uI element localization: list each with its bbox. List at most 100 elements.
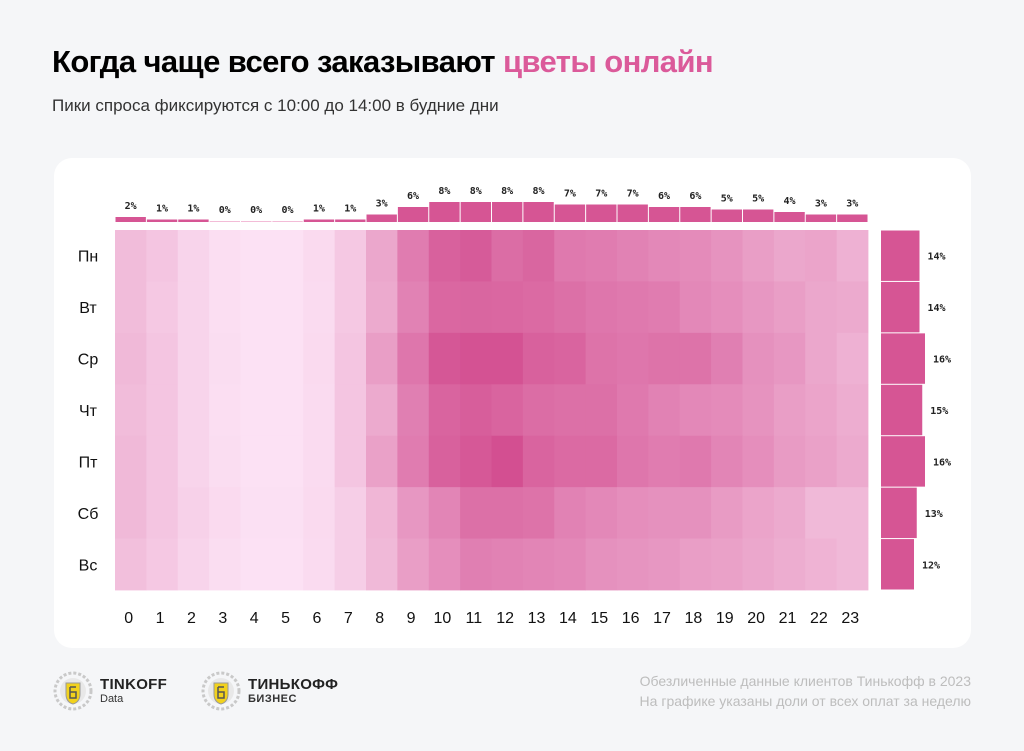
heatmap-cell bbox=[334, 487, 367, 539]
heatmap-cell bbox=[522, 281, 555, 334]
hourly-bar-label: 8% bbox=[438, 186, 450, 197]
heatmap-cell bbox=[209, 281, 241, 334]
heatmap-cell bbox=[648, 281, 681, 334]
heatmap-cell bbox=[742, 487, 775, 539]
heatmap-cell bbox=[460, 230, 492, 282]
heatmap-cell bbox=[428, 435, 461, 488]
heatmap-cell bbox=[460, 435, 492, 488]
heatmap-cell bbox=[303, 384, 336, 437]
heatmap-cell bbox=[679, 230, 712, 282]
heatmap-cell bbox=[522, 435, 555, 488]
daily-bar bbox=[881, 333, 925, 384]
daily-bar bbox=[881, 230, 920, 281]
heatmap-cell bbox=[773, 538, 806, 591]
column-label: 10 bbox=[434, 610, 452, 627]
heatmap-cell bbox=[115, 538, 147, 591]
heatmap-cell bbox=[585, 538, 618, 591]
hourly-bar-label: 5% bbox=[721, 194, 733, 205]
heatmap-cell bbox=[397, 230, 430, 282]
heatmap-cell bbox=[146, 281, 179, 334]
heatmap-cell bbox=[742, 384, 775, 437]
heatmap-cell bbox=[711, 384, 743, 437]
column-label: 23 bbox=[841, 610, 859, 627]
hourly-bar bbox=[774, 212, 805, 222]
hourly-bar bbox=[492, 202, 523, 222]
heatmap-cell bbox=[397, 435, 430, 488]
heatmap-cell bbox=[271, 281, 304, 334]
heatmap-cell bbox=[209, 230, 241, 282]
heatmap-cell bbox=[648, 332, 681, 385]
heatmap-cell bbox=[460, 487, 492, 539]
heatmap-cell bbox=[491, 538, 524, 591]
heatmap-cell bbox=[303, 332, 336, 385]
row-label: Чт bbox=[79, 403, 98, 420]
column-label: 11 bbox=[466, 610, 483, 627]
heatmap-cell bbox=[334, 538, 367, 591]
heatmap-cell bbox=[303, 538, 336, 591]
heatmap-cell bbox=[460, 332, 492, 385]
heatmap-cell bbox=[240, 384, 273, 437]
daily-bar-label: 15% bbox=[930, 406, 948, 417]
hourly-bar-label: 7% bbox=[564, 189, 576, 200]
hourly-bar bbox=[837, 214, 868, 222]
heatmap-cell bbox=[115, 332, 147, 385]
heatmap-cell bbox=[366, 332, 398, 385]
column-label: 20 bbox=[747, 610, 765, 627]
row-label: Ср bbox=[78, 352, 99, 369]
hourly-bar bbox=[146, 219, 178, 222]
heatmap-cell bbox=[428, 281, 461, 334]
heatmap-cell bbox=[585, 230, 618, 282]
column-label: 16 bbox=[622, 610, 640, 627]
heatmap-cell bbox=[836, 332, 869, 385]
daily-bar-label: 16% bbox=[933, 457, 951, 468]
row-label: Пт bbox=[79, 454, 99, 471]
heatmap-cell bbox=[805, 332, 838, 385]
heatmap-cell bbox=[491, 435, 524, 488]
hourly-bar-label: 0% bbox=[219, 205, 231, 216]
hourly-bar-label: 6% bbox=[658, 191, 670, 202]
heatmap-cell bbox=[177, 435, 210, 488]
heatmap-cell bbox=[836, 230, 869, 282]
heatmap-cell bbox=[711, 538, 743, 591]
column-label: 3 bbox=[218, 610, 227, 627]
hourly-bar bbox=[586, 204, 617, 222]
heatmap-cell bbox=[836, 487, 869, 539]
heatmap-cell bbox=[334, 230, 367, 282]
hourly-bar bbox=[366, 214, 397, 222]
logo1-sub: Data bbox=[100, 692, 124, 705]
heatmap-cell bbox=[491, 487, 524, 539]
heatmap-cell bbox=[303, 487, 336, 539]
heatmap-cell bbox=[209, 384, 241, 437]
heatmap-cell bbox=[554, 538, 587, 591]
heatmap-cell bbox=[585, 332, 618, 385]
heatmap-cell bbox=[177, 230, 210, 282]
heatmap-cell bbox=[271, 487, 304, 539]
heatmap-cell bbox=[115, 281, 147, 334]
column-label: 19 bbox=[716, 610, 734, 627]
footnote-line1: Обезличенные данные клиентов Тинькофф в … bbox=[639, 673, 971, 689]
hourly-bar-label: 5% bbox=[752, 194, 764, 205]
heatmap-cell bbox=[805, 487, 838, 539]
hourly-bar-label: 1% bbox=[187, 204, 199, 215]
heatmap-cell bbox=[491, 384, 524, 437]
heatmap-cell bbox=[617, 435, 649, 488]
heatmap-cell bbox=[679, 281, 712, 334]
column-label: 22 bbox=[810, 610, 828, 627]
heatmap-cell bbox=[177, 487, 210, 539]
heatmap-cell bbox=[554, 487, 587, 539]
heatmap-cell bbox=[271, 332, 304, 385]
tinkoff-emblem-icon bbox=[201, 671, 241, 711]
heatmap-cell bbox=[146, 538, 179, 591]
hourly-bar-label: 1% bbox=[156, 204, 168, 215]
hourly-bar-label: 3% bbox=[815, 199, 827, 210]
heatmap-cell bbox=[836, 538, 869, 591]
hourly-bar-label: 6% bbox=[689, 191, 701, 202]
title-accent: цветы онлайн bbox=[503, 44, 714, 79]
logo2-sub: БИЗНЕС bbox=[248, 692, 297, 705]
heatmap-cell bbox=[366, 487, 398, 539]
heatmap-cell bbox=[522, 332, 555, 385]
heatmap-cell bbox=[177, 281, 210, 334]
heatmap-cell bbox=[773, 384, 806, 437]
hourly-bar bbox=[209, 221, 241, 222]
hourly-bar-label: 4% bbox=[784, 196, 796, 207]
